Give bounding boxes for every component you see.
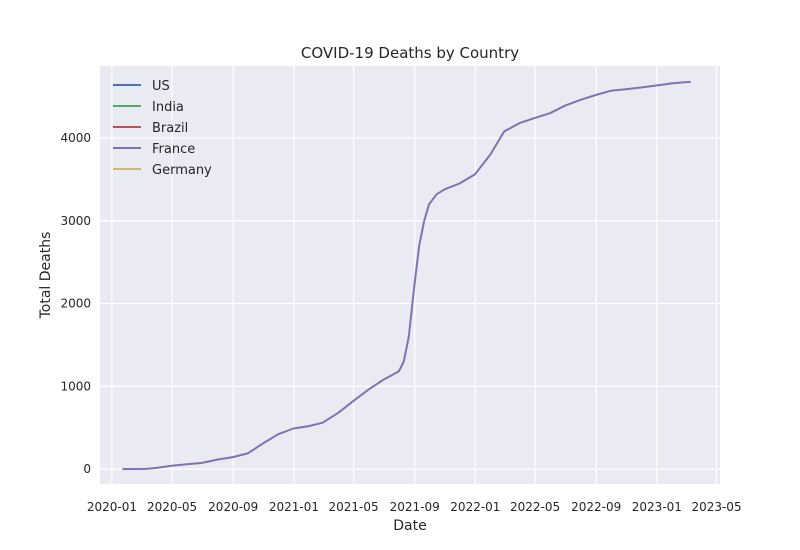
x-tick-label: 2023-01 (632, 500, 682, 514)
y-axis-label: Total Deaths (38, 232, 54, 320)
x-tick-label: 2022-05 (510, 500, 560, 514)
y-tick-label: 4000 (60, 131, 91, 145)
legend-label-us: US (152, 79, 170, 94)
y-tick-label: 0 (83, 462, 91, 476)
x-tick-labels: 2020-01 2020-05 2020-09 2021-01 2021-05 2021-… (87, 500, 742, 514)
x-tick-label: 2023-05 (691, 500, 741, 514)
y-tick-label: 3000 (60, 214, 91, 228)
legend-label-germany: Germany (152, 163, 212, 178)
legend-label-india: India (152, 100, 184, 115)
y-tick-labels: 0 1000 2000 3000 4000 (60, 131, 91, 476)
y-tick-label: 1000 (60, 379, 91, 393)
legend: US India Brazil France Germany (113, 79, 212, 178)
chart-title: COVID-19 Deaths by Country (301, 44, 519, 62)
x-tick-label: 2020-05 (147, 500, 197, 514)
x-tick-label: 2021-05 (328, 500, 378, 514)
plot-background (100, 66, 720, 484)
x-tick-label: 2021-01 (269, 500, 319, 514)
y-tick-label: 2000 (60, 297, 91, 311)
x-tick-label: 2021-09 (390, 500, 440, 514)
legend-label-brazil: Brazil (152, 121, 188, 136)
x-tick-label: 2022-09 (571, 500, 621, 514)
x-axis-label: Date (393, 518, 426, 534)
x-tick-label: 2022-01 (450, 500, 500, 514)
series-line-france (122, 81, 691, 471)
series-lines (122, 81, 691, 471)
x-tick-label: 2020-09 (208, 500, 258, 514)
legend-label-france: France (152, 142, 195, 157)
x-tick-label: 2020-01 (87, 500, 137, 514)
